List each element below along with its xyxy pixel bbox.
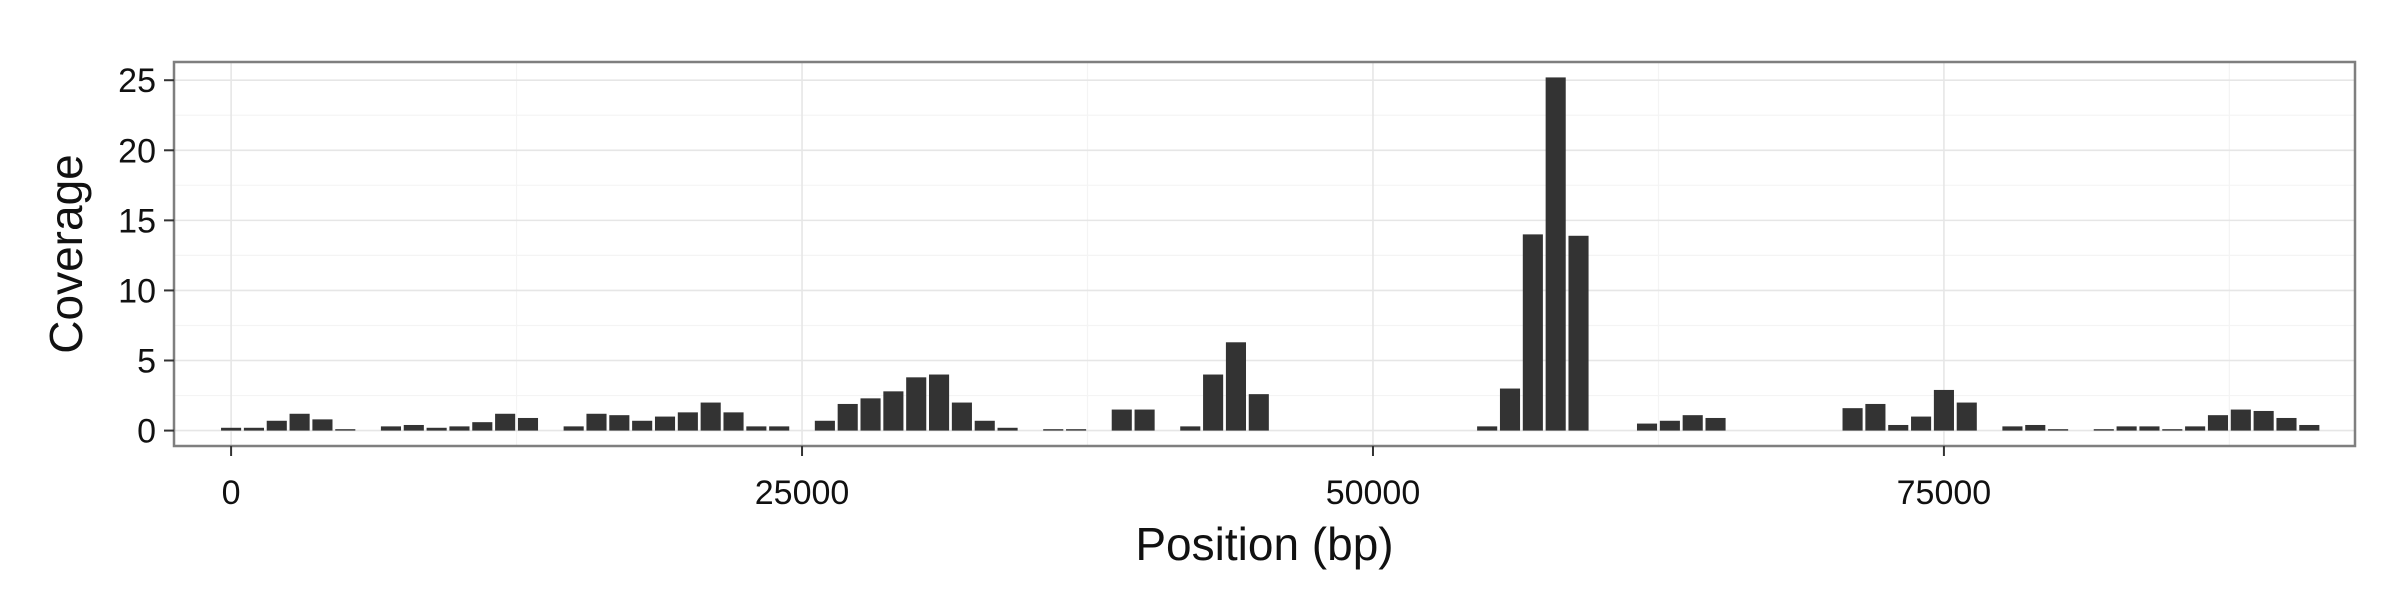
coverage-bar: [2048, 429, 2069, 431]
x-tick-label: 0: [222, 474, 241, 512]
coverage-bar: [2139, 426, 2160, 431]
coverage-bar: [1911, 416, 1932, 431]
coverage-bar: [266, 420, 287, 431]
coverage-bar: [2116, 426, 2137, 431]
coverage-bar: [563, 426, 584, 431]
coverage-bar: [2025, 424, 2046, 431]
coverage-bar: [883, 391, 904, 431]
coverage-bar: [929, 374, 950, 431]
coverage-bar: [2299, 424, 2320, 431]
coverage-bar: [837, 403, 858, 431]
coverage-bar: [312, 419, 333, 431]
coverage-bar: [700, 402, 721, 431]
x-axis-tick-labels: 0 25000 50000 75000: [222, 474, 1992, 512]
coverage-bar: [472, 422, 493, 431]
coverage-bar: [1705, 417, 1726, 431]
coverage-bars: [221, 77, 2320, 431]
y-tick-label: 0: [137, 413, 156, 451]
coverage-bar: [1888, 424, 1909, 431]
coverage-bar: [2162, 429, 2183, 431]
coverage-bar: [2276, 417, 2297, 431]
coverage-bar: [997, 427, 1018, 431]
x-tick-label: 25000: [755, 474, 850, 512]
coverage-bar: [1248, 394, 1269, 431]
y-axis-title: Coverage: [40, 154, 92, 353]
coverage-bar: [449, 426, 470, 431]
coverage-bar: [1203, 374, 1224, 431]
coverage-bar: [380, 426, 402, 431]
coverage-bar: [1682, 415, 1703, 431]
coverage-bar: [1568, 235, 1589, 431]
coverage-bar: [2093, 429, 2114, 431]
coverage-bar: [906, 377, 927, 431]
coverage-bar: [1956, 402, 1977, 431]
coverage-bar: [495, 413, 516, 431]
coverage-bar: [2002, 426, 2023, 431]
y-tick-label: 25: [118, 62, 156, 100]
coverage-bar: [1066, 429, 1087, 431]
coverage-bar: [1180, 426, 1201, 431]
coverage-bar: [403, 424, 424, 431]
coverage-bar: [1111, 409, 1132, 431]
coverage-bar: [860, 398, 881, 431]
coverage-bar: [1636, 423, 1658, 431]
coverage-bar: [1842, 408, 1863, 431]
coverage-bar: [951, 402, 972, 431]
panel-border: [172, 60, 2357, 448]
coverage-bar: [1225, 342, 1247, 431]
coverage-bar: [723, 412, 744, 431]
x-tick-label: 50000: [1326, 474, 1421, 512]
coverage-bar: [654, 416, 676, 431]
coverage-bar: [2207, 415, 2229, 431]
coverage-bar: [1865, 403, 1886, 431]
y-tick-label: 20: [118, 132, 156, 170]
x-axis-title: Position (bp): [1135, 518, 1393, 570]
coverage-bar: [1043, 429, 1064, 431]
coverage-bar: [609, 415, 630, 431]
x-tick-label: 75000: [1897, 474, 1992, 512]
coverage-bar: [1933, 389, 1954, 431]
y-tick-label: 15: [118, 202, 156, 240]
coverage-bar: [426, 427, 447, 431]
coverage-bar: [1545, 77, 1566, 431]
coverage-bar: [1134, 409, 1155, 431]
coverage-bar: [974, 420, 995, 431]
coverage-bar: [1499, 388, 1521, 431]
coverage-bar: [632, 420, 653, 431]
coverage-bar: [1659, 420, 1680, 431]
coverage-bar: [814, 420, 835, 431]
coverage-bar: [586, 413, 607, 431]
coverage-bar: [2230, 409, 2251, 431]
axis-ticks: [164, 79, 1945, 456]
coverage-bar: [1477, 426, 1498, 431]
coverage-bar: [221, 427, 242, 431]
y-tick-label: 10: [118, 272, 156, 310]
coverage-bar: [335, 429, 356, 431]
coverage-bar: [243, 427, 264, 431]
coverage-bar: [677, 412, 698, 431]
coverage-bar: [1522, 234, 1543, 431]
coverage-bar: [517, 417, 539, 431]
y-axis-tick-labels: 0 5 10 15 20 25: [118, 62, 156, 450]
coverage-bar: [769, 426, 790, 431]
coverage-bar: [2253, 410, 2274, 431]
coverage-bar: [746, 426, 767, 431]
coverage-bar: [289, 413, 310, 431]
coverage-bar: [2185, 426, 2206, 431]
y-tick-label: 5: [137, 343, 156, 381]
